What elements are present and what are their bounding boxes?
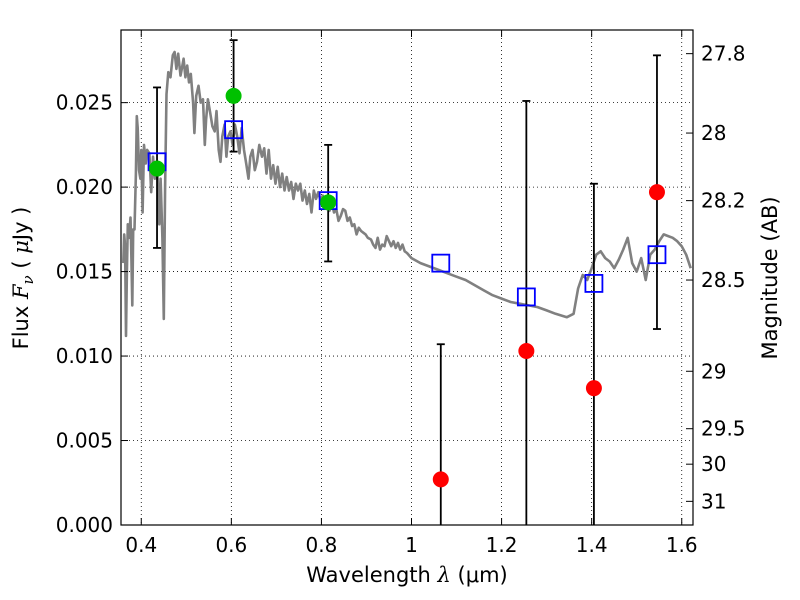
y-tick-label: 0.025 [56, 91, 113, 115]
y-tick-label: 0.015 [56, 260, 113, 284]
magnitude-axis-label: Magnitude (AB) [758, 196, 782, 359]
spectrum-line [122, 50, 692, 338]
magnitude-tick-label: 31 [701, 489, 726, 513]
upper-limit-marker [585, 380, 602, 397]
y-axis-ticks: 0.000 0.005 0.010 0.015 0.020 0.025 [56, 91, 128, 537]
detection-marker [149, 160, 166, 177]
synthetic-photometry-marker [516, 287, 536, 307]
magnitude-tick-label: 30 [701, 452, 726, 476]
y-tick-label: 0.010 [56, 344, 113, 368]
observed-photometry-series [149, 87, 665, 488]
grid-lines [121, 30, 693, 525]
x-axis-label: Wavelength λ (μm) [306, 563, 507, 587]
x-tick-label: 0.8 [306, 533, 338, 557]
detection-marker [225, 87, 242, 104]
x-tick-label: 0.6 [215, 533, 247, 557]
y-tick-label: 0.005 [56, 429, 113, 453]
upper-limit-marker [648, 184, 665, 201]
x-tick-label: 0.4 [125, 533, 157, 557]
synthetic-photometry-marker [584, 274, 604, 293]
y-tick-label: 0.020 [56, 175, 113, 199]
magnitude-tick-label: 29 [701, 359, 726, 383]
x-axis-ticks: 0.4 0.6 0.8 1 1.2 1.4 1.6 [125, 30, 698, 557]
x-tick-label: 1 [405, 533, 418, 557]
upper-limit-marker [432, 471, 449, 488]
x-tick-label: 1.4 [576, 533, 608, 557]
synthetic-photometry-marker [647, 245, 667, 265]
magnitude-tick-label: 28.2 [701, 189, 746, 213]
magnitude-tick-label: 29.5 [701, 417, 746, 441]
magnitude-tick-label: 27.8 [701, 42, 746, 66]
synthetic-photometry-marker [431, 253, 451, 273]
y-axis-label: Flux Fν ( μJy ) [9, 207, 37, 350]
plot-frame [120, 29, 694, 526]
upper-limit-marker [518, 342, 535, 359]
magnitude-axis-ticks: 27.8 28 28.2 28.5 29 29.5 30 31 [686, 42, 746, 513]
magnitude-tick-label: 28 [701, 121, 726, 145]
magnitude-tick-label: 28.5 [701, 268, 746, 292]
synthetic-photometry-marker [224, 120, 243, 140]
detection-marker [320, 194, 337, 211]
x-tick-label: 1.6 [666, 533, 698, 557]
y-tick-label: 0.000 [56, 513, 113, 537]
spectrum-series [122, 50, 692, 338]
x-tick-label: 1.2 [486, 533, 518, 557]
